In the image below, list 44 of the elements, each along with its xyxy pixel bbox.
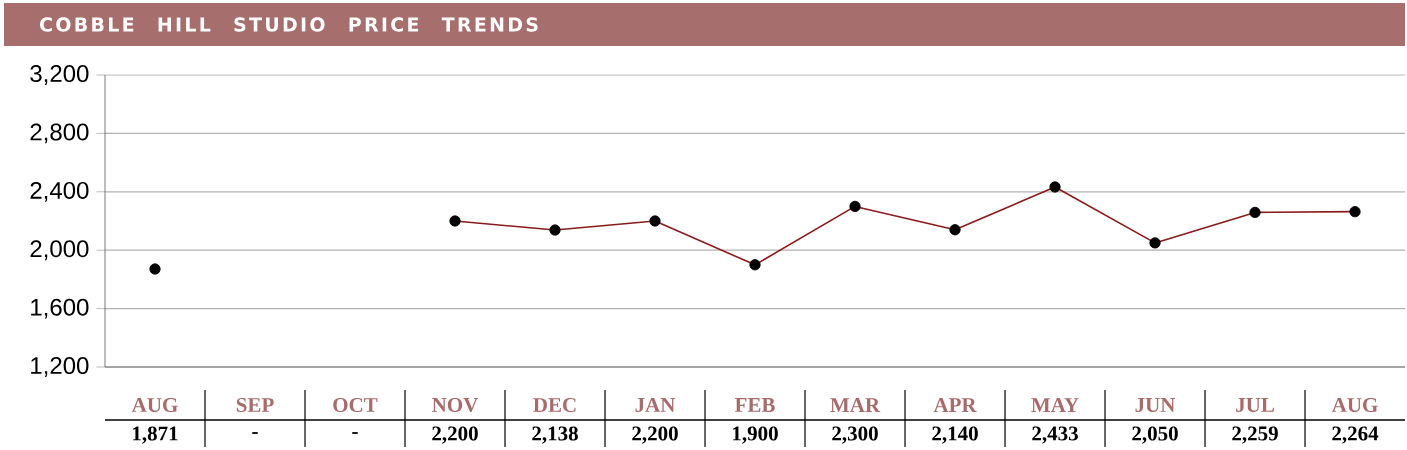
point bbox=[1249, 206, 1261, 218]
point bbox=[1349, 205, 1361, 218]
x-tick-label: FEB bbox=[734, 397, 775, 412]
point bbox=[749, 259, 761, 271]
data-label: 2,200 bbox=[632, 426, 678, 444]
y-tick-label: 1,600 bbox=[31, 298, 89, 319]
point bbox=[1149, 237, 1161, 249]
y-tick-label: 1,200 bbox=[31, 356, 89, 377]
x-tick-label: MAY bbox=[1031, 397, 1079, 412]
y-tick-label: 2,800 bbox=[30, 123, 89, 144]
point bbox=[149, 263, 161, 275]
text: - bbox=[252, 431, 258, 434]
point bbox=[649, 215, 661, 227]
data-label: 2,200 bbox=[432, 426, 478, 444]
y-tick-label: 2,400 bbox=[30, 181, 89, 202]
point bbox=[849, 200, 861, 212]
x-tick-label: DEC bbox=[533, 397, 576, 412]
y-tick-label: 2,000 bbox=[30, 240, 89, 260]
point bbox=[449, 215, 461, 227]
data-label: 2,300 bbox=[832, 426, 878, 444]
chart-title: COBBLE HILL STUDIO PRICE TRENDS bbox=[40, 17, 538, 32]
point bbox=[1049, 181, 1061, 193]
x-tick-label: JAN bbox=[635, 397, 676, 412]
x-tick-label: AUG bbox=[131, 397, 178, 412]
x-tick-label: APR bbox=[933, 397, 977, 412]
data-label: 2,138 bbox=[532, 426, 578, 444]
x-tick-label: MAR bbox=[830, 397, 881, 412]
data-label: 1,900 bbox=[733, 426, 778, 444]
data-label: 2,140 bbox=[932, 426, 978, 444]
point bbox=[949, 224, 961, 236]
point bbox=[549, 224, 561, 236]
x-tick-label: JUL bbox=[1236, 397, 1274, 412]
data-label: 2,264 bbox=[1332, 426, 1379, 444]
data-label: 2,050 bbox=[1132, 426, 1178, 444]
data-label: 2,433 bbox=[1032, 426, 1078, 444]
x-tick-label: NOV bbox=[432, 397, 479, 412]
x-tick-label: AUG bbox=[1331, 397, 1378, 412]
data-label: 1,871 bbox=[133, 426, 178, 444]
x-tick-label: OCT bbox=[333, 397, 378, 412]
data-label: 2,259 bbox=[1232, 426, 1278, 444]
text: - bbox=[352, 431, 358, 434]
x-tick-label: SEP bbox=[236, 397, 274, 412]
x-tick-label: JUN bbox=[1135, 397, 1176, 412]
y-tick-label: 3,200 bbox=[30, 64, 89, 85]
